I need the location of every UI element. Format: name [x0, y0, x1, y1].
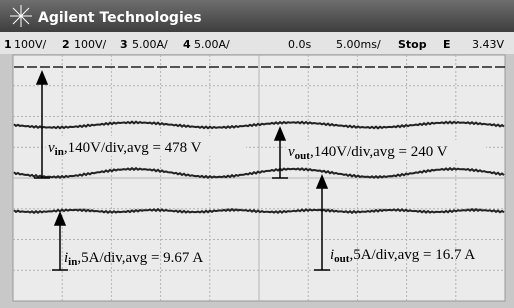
logo: [10, 5, 32, 27]
annotation: iout,5A/div,avg = 16.7 A: [330, 247, 475, 265]
channel-number: 1: [4, 38, 12, 51]
annotation: vout,140V/div,avg = 240 V: [288, 144, 448, 162]
trigger-source: E: [443, 38, 451, 51]
channel-scale: 100V/: [14, 38, 47, 51]
trigger-level: 3.43V: [472, 38, 504, 51]
scope-screen: Agilent Technologies 1 100V/ 2 100V/ 3 5…: [0, 0, 514, 308]
delay: 0.0s: [288, 38, 311, 51]
channel-number: 2: [62, 38, 70, 51]
page: Agilent Technologies 1 100V/ 2 100V/ 3 5…: [0, 0, 514, 308]
channel-scale: 5.00A/: [132, 38, 168, 51]
channel-number: 3: [120, 38, 128, 51]
annotation: iin,5A/div,avg = 9.67 A: [64, 250, 203, 268]
channel-scale: 100V/: [74, 38, 107, 51]
channel-number: 4: [183, 38, 191, 51]
run-state: Stop: [398, 38, 427, 51]
brand: Agilent Technologies: [38, 10, 202, 26]
channel-scale: 5.00A/: [194, 38, 230, 51]
timebase: 5.00ms/: [336, 38, 381, 51]
annotation: vin,140V/div,avg = 478 V: [48, 140, 202, 158]
